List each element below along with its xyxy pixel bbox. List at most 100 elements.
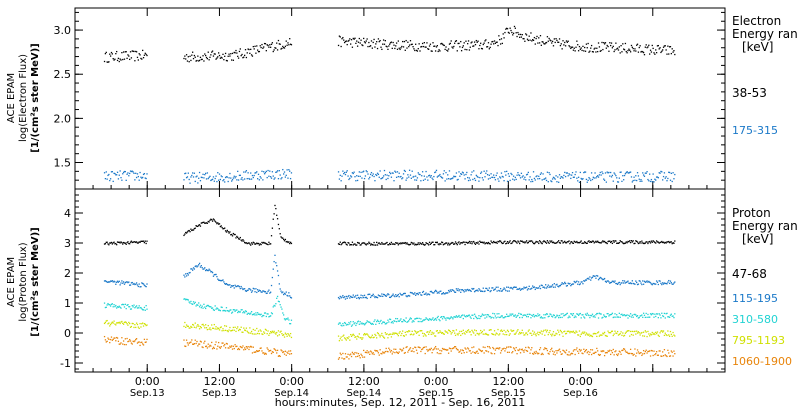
data-point <box>356 335 359 337</box>
data-point <box>408 294 410 297</box>
data-point <box>228 232 230 234</box>
data-point <box>476 41 478 43</box>
data-point <box>234 326 236 328</box>
data-point <box>467 179 470 182</box>
data-point <box>528 347 530 349</box>
data-point <box>122 171 125 174</box>
data-point <box>670 52 672 55</box>
data-point <box>558 334 561 336</box>
data-point <box>594 316 596 318</box>
data-point <box>542 317 544 319</box>
data-point <box>535 314 537 317</box>
data-point <box>441 176 443 179</box>
data-point <box>251 314 254 316</box>
data-point <box>570 241 572 243</box>
data-point <box>582 352 584 355</box>
data-point <box>576 347 578 349</box>
data-point <box>532 315 534 317</box>
data-point <box>250 291 253 293</box>
data-point <box>554 178 556 180</box>
data-point <box>647 178 649 181</box>
data-point <box>444 293 446 295</box>
data-point <box>454 334 457 337</box>
data-point <box>414 49 416 52</box>
data-point <box>281 177 283 179</box>
data-point <box>223 309 225 312</box>
data-point <box>486 242 488 244</box>
data-point <box>447 48 450 50</box>
data-point <box>558 181 560 183</box>
data-point <box>281 308 283 310</box>
data-point <box>219 326 222 329</box>
data-point <box>343 241 345 244</box>
data-point <box>241 177 243 179</box>
data-point <box>259 176 261 178</box>
data-point <box>571 314 574 317</box>
data-point <box>574 241 576 243</box>
data-point <box>146 283 148 285</box>
data-point <box>541 242 543 245</box>
data-point <box>449 317 451 319</box>
data-point <box>648 350 650 353</box>
data-point <box>473 170 475 172</box>
data-point <box>426 42 428 44</box>
bottom-legend-title-2: Energy ran <box>732 219 798 233</box>
data-point <box>255 333 257 335</box>
data-point <box>132 171 134 173</box>
data-point <box>123 283 126 285</box>
data-point <box>424 244 426 246</box>
data-point <box>666 241 668 243</box>
data-point <box>411 242 413 244</box>
data-point <box>245 345 248 348</box>
data-point <box>262 179 264 181</box>
data-point <box>393 348 395 350</box>
data-point <box>242 345 244 347</box>
data-point <box>398 242 400 245</box>
data-point <box>387 319 389 321</box>
data-point <box>405 346 407 349</box>
data-point <box>404 170 406 173</box>
data-point <box>224 52 227 55</box>
data-point <box>581 178 583 181</box>
data-point <box>536 287 538 289</box>
data-point <box>509 27 511 29</box>
data-point <box>224 329 227 332</box>
data-point <box>421 42 424 45</box>
data-point <box>257 350 260 352</box>
data-point <box>494 241 497 244</box>
data-point <box>477 290 479 292</box>
data-point <box>192 176 195 178</box>
data-point <box>356 352 358 354</box>
data-point <box>616 314 618 316</box>
data-point <box>369 353 371 355</box>
data-point <box>227 284 229 286</box>
data-point <box>410 292 412 294</box>
data-point <box>107 243 109 245</box>
data-point <box>270 312 273 314</box>
data-point <box>663 282 666 284</box>
data-point <box>600 174 602 176</box>
data-point <box>619 240 621 242</box>
data-point <box>459 243 461 245</box>
data-point <box>503 329 505 332</box>
data-point <box>286 335 288 337</box>
data-point <box>443 243 445 245</box>
data-point <box>113 280 115 282</box>
data-point <box>394 170 396 172</box>
data-point <box>135 306 137 308</box>
data-point <box>584 171 586 173</box>
data-point <box>429 318 432 321</box>
data-point <box>496 242 498 244</box>
data-point <box>571 352 573 354</box>
data-point <box>385 347 387 350</box>
data-point <box>220 56 222 59</box>
data-point <box>551 350 554 352</box>
data-point <box>211 324 213 326</box>
data-point <box>377 173 380 176</box>
data-point <box>143 54 146 56</box>
data-point <box>112 306 114 308</box>
data-point <box>583 171 585 174</box>
data-point <box>490 317 492 319</box>
data-point <box>612 45 614 48</box>
